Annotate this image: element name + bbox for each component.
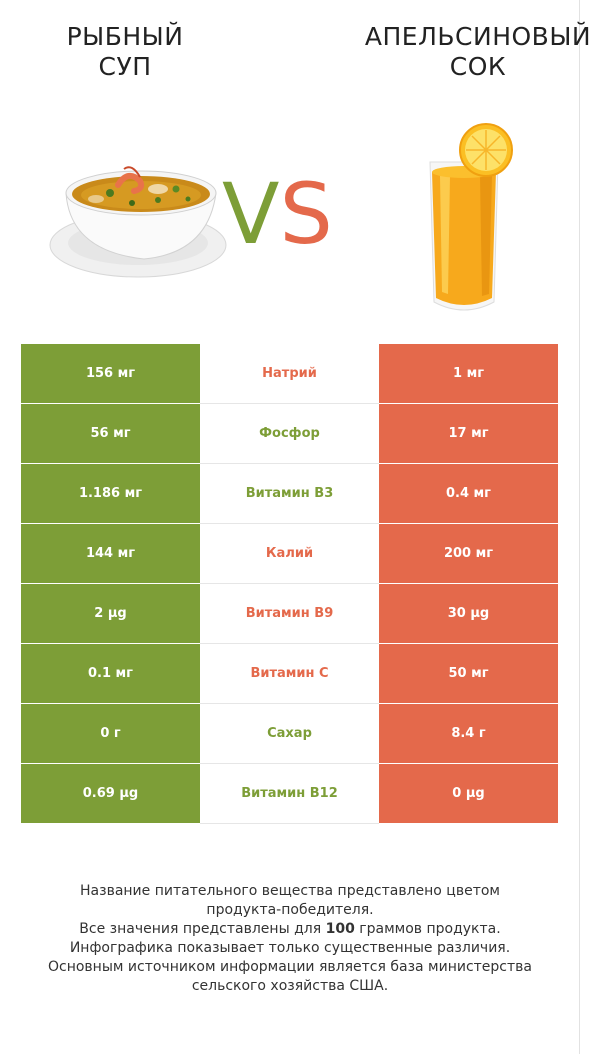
comparison-table: 156 мг Натрий 1 мг 56 мг Фосфор 17 мг 1.186 мг… <box>21 344 558 824</box>
right-food-title-line2: СОК <box>449 52 507 81</box>
nutrient-name: Калий <box>200 523 379 584</box>
left-value: 1.186 мг <box>21 463 200 524</box>
left-value: 0.69 µg <box>21 763 200 824</box>
versus-label: VS <box>222 164 333 264</box>
left-food-title: РЫБНЫЙ СУП <box>5 22 245 82</box>
right-value: 30 µg <box>379 583 558 644</box>
footer-line3-bold: 100 <box>325 921 355 937</box>
comparison-row: 1.186 мг Витамин B3 0.4 мг <box>21 463 558 524</box>
footer-line6: сельского хозяйства США. <box>191 978 389 994</box>
footer-line4: Инфографика показывает только существенн… <box>69 940 511 956</box>
left-food-title-line2: СУП <box>98 52 152 81</box>
right-value: 0.4 мг <box>379 463 558 524</box>
left-food-title-line1: РЫБНЫЙ <box>66 22 184 51</box>
footer-line3-post: граммов продукта. <box>354 921 501 937</box>
versus-s: S <box>279 165 333 263</box>
versus-v: V <box>222 165 280 263</box>
right-value: 200 мг <box>379 523 558 584</box>
comparison-row: 0.1 мг Витамин C 50 мг <box>21 643 558 704</box>
right-food-title-line1: АПЕЛЬСИНОВЫЙ <box>364 22 592 51</box>
right-value: 17 мг <box>379 403 558 464</box>
footer-note: Название питательного вещества представл… <box>0 882 580 996</box>
right-value: 1 мг <box>379 344 558 404</box>
left-value: 144 мг <box>21 523 200 584</box>
nutrient-name: Витамин C <box>200 643 379 704</box>
nutrient-name: Витамин B12 <box>200 763 379 824</box>
right-food-title: АПЕЛЬСИНОВЫЙ СОК <box>358 22 598 82</box>
left-value: 156 мг <box>21 344 200 404</box>
footer-line3-pre: Все значения представлены для <box>79 921 326 937</box>
comparison-row: 156 мг Натрий 1 мг <box>21 344 558 404</box>
nutrient-name: Витамин B9 <box>200 583 379 644</box>
left-value: 0.1 мг <box>21 643 200 704</box>
footer-line1: Название питательного вещества представл… <box>80 883 500 899</box>
right-value: 0 µg <box>379 763 558 824</box>
comparison-row: 0 г Сахар 8.4 г <box>21 703 558 764</box>
comparison-row: 144 мг Калий 200 мг <box>21 523 558 584</box>
nutrient-name: Натрий <box>200 344 379 404</box>
nutrient-name: Фосфор <box>200 403 379 464</box>
comparison-row: 56 мг Фосфор 17 мг <box>21 403 558 464</box>
right-value: 8.4 г <box>379 703 558 764</box>
left-value: 2 µg <box>21 583 200 644</box>
comparison-row: 0.69 µg Витамин B12 0 µg <box>21 763 558 824</box>
orange-juice-image <box>429 123 513 311</box>
nutrient-name: Сахар <box>200 703 379 764</box>
left-value: 56 мг <box>21 403 200 464</box>
nutrient-name: Витамин B3 <box>200 463 379 524</box>
left-value: 0 г <box>21 703 200 764</box>
fish-soup-image <box>49 166 227 278</box>
footer-line5: Основным источником информации является … <box>48 959 532 975</box>
footer-line3: Все значения представлены для 100 граммо… <box>0 920 580 939</box>
comparison-row: 2 µg Витамин B9 30 µg <box>21 583 558 644</box>
footer-line2: продукта-победителя. <box>206 902 374 918</box>
right-value: 50 мг <box>379 643 558 704</box>
